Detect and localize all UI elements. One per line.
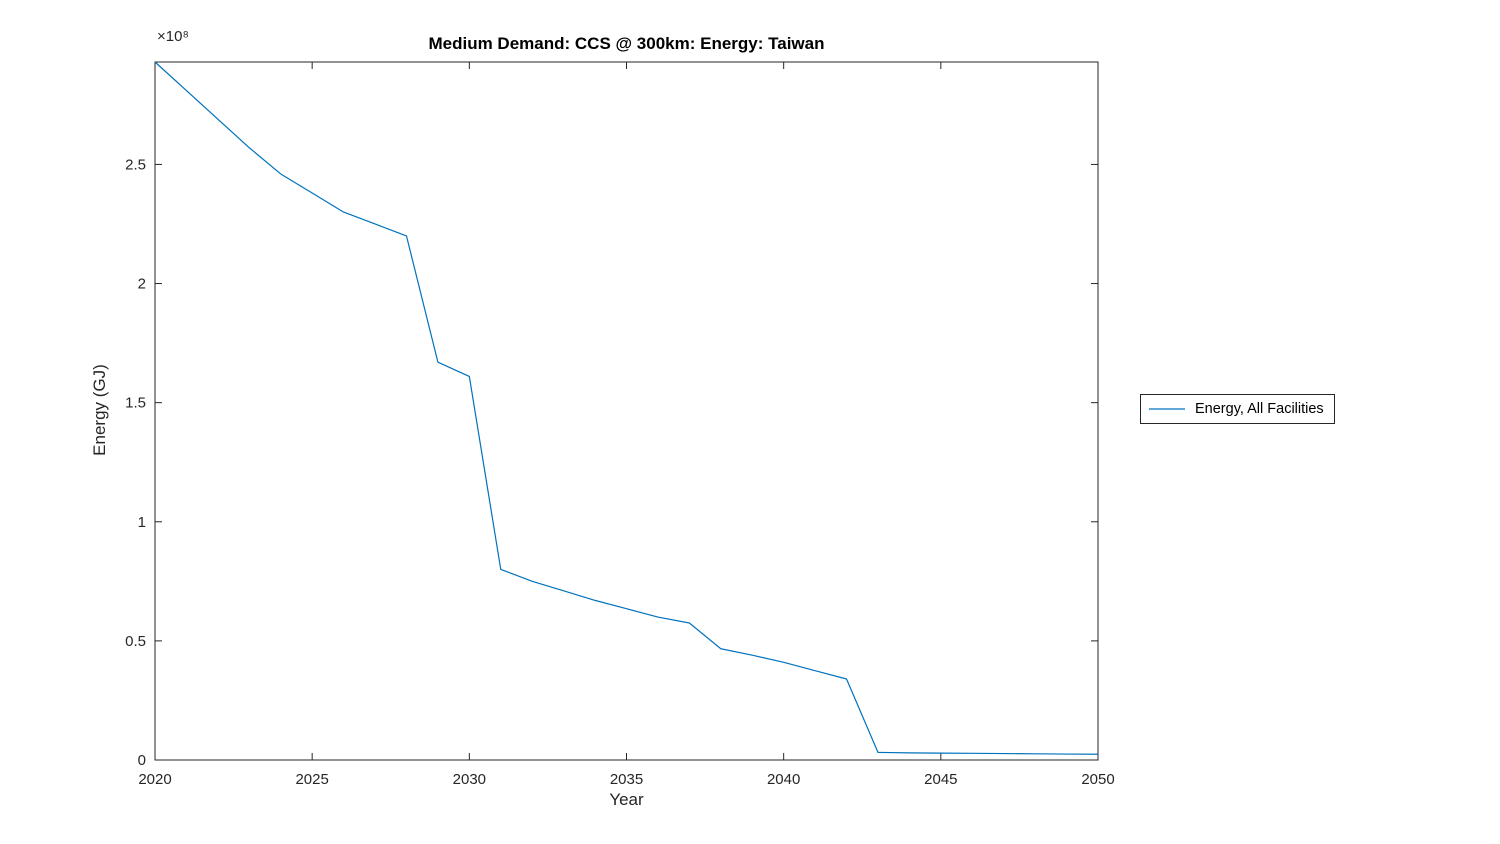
x-tick-label: 2035 xyxy=(610,771,643,788)
y-tick-label: 0.5 xyxy=(125,633,146,650)
y-tick-label: 2.5 xyxy=(125,156,146,173)
x-tick-label: 2025 xyxy=(295,771,328,788)
chart-title: Medium Demand: CCS @ 300km: Energy: Taiw… xyxy=(428,34,825,53)
x-tick-label: 2030 xyxy=(453,771,486,788)
legend-label: Energy, All Facilities xyxy=(1195,401,1324,417)
y-tick-label: 0 xyxy=(138,752,146,769)
y-tick-label: 1.5 xyxy=(125,395,146,412)
x-tick-label: 2050 xyxy=(1081,771,1114,788)
y-axis-offset-label: ×10⁸ xyxy=(157,28,189,45)
y-tick-label: 2 xyxy=(138,276,146,293)
energy-line xyxy=(154,61,1099,755)
legend-line-icon xyxy=(1149,408,1185,410)
x-tick-label: 2040 xyxy=(767,771,800,788)
legend[interactable]: Energy, All Facilities xyxy=(1140,394,1335,424)
x-axis-label: Year xyxy=(609,790,644,809)
x-tick-label: 2020 xyxy=(138,771,171,788)
x-tick-label: 2045 xyxy=(924,771,957,788)
y-tick-label: 1 xyxy=(138,514,146,531)
axes-box xyxy=(154,61,1099,761)
